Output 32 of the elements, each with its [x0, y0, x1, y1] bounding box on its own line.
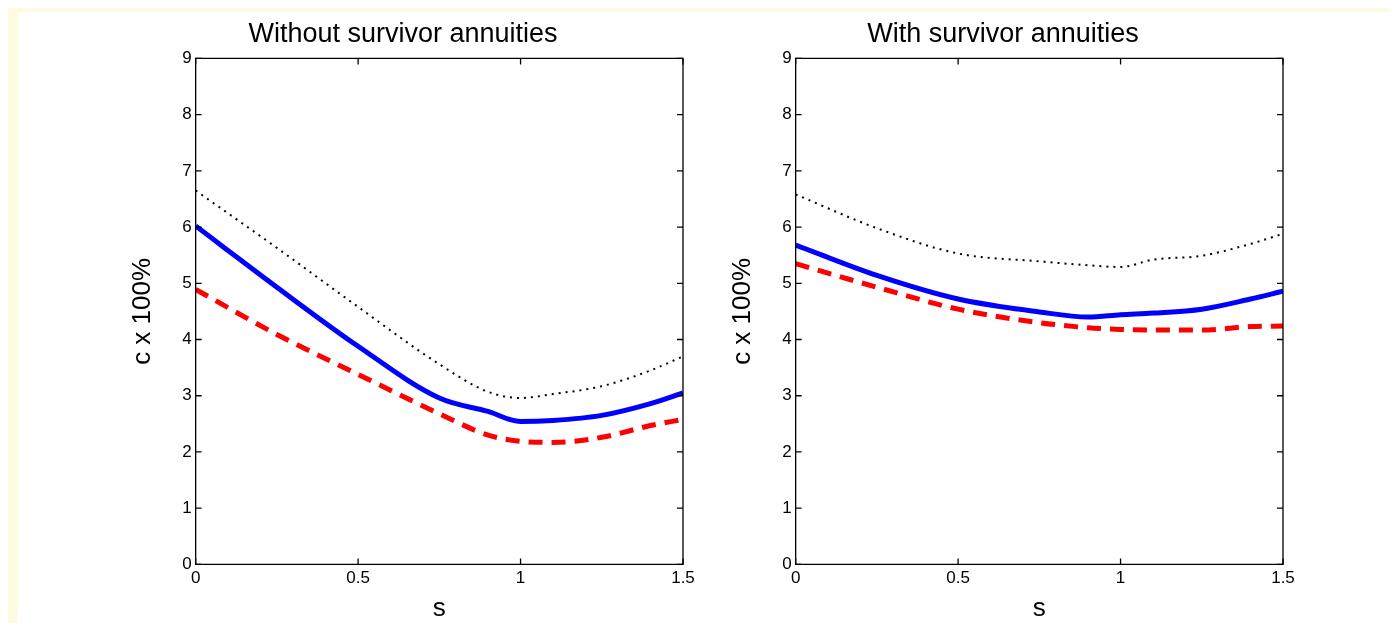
x-tick-label: 0.5 — [946, 568, 970, 588]
chart-title: Without survivor annuities — [248, 17, 558, 48]
y-tick-label: 6 — [182, 216, 192, 236]
x-tick-label: 1.5 — [671, 568, 695, 588]
y-tick-label: 8 — [182, 104, 192, 124]
y-tick-label: 3 — [182, 385, 192, 405]
y-tick-label: 4 — [782, 329, 792, 349]
x-axis-title: s — [1032, 591, 1046, 622]
y-tick-label: 8 — [782, 104, 792, 124]
y-tick-label: 6 — [782, 216, 792, 236]
y-tick-label: 0 — [782, 554, 792, 574]
y-tick-label: 7 — [782, 160, 792, 180]
x-tick-label: 1 — [1115, 568, 1126, 588]
y-tick-label: 9 — [182, 48, 192, 68]
y-tick-label: 7 — [182, 160, 192, 180]
y-axis-title: c x 100% — [125, 257, 156, 365]
y-tick-label: 4 — [182, 329, 192, 349]
y-tick-label: 3 — [782, 385, 792, 405]
y-tick-label: 2 — [782, 441, 792, 461]
y-tick-label: 0 — [182, 554, 192, 574]
y-tick-label: 2 — [182, 441, 192, 461]
y-axis-title: c x 100% — [725, 257, 756, 365]
y-tick-label: 1 — [782, 497, 792, 517]
x-tick-label: 1.5 — [1271, 568, 1295, 588]
y-tick-label: 1 — [182, 497, 192, 517]
y-tick-label: 9 — [782, 48, 792, 68]
x-tick-label: 1 — [515, 568, 526, 588]
y-tick-label: 5 — [182, 272, 192, 292]
x-tick-label: 0.5 — [346, 568, 370, 588]
x-axis-title: s — [432, 591, 446, 622]
y-tick-label: 5 — [782, 272, 792, 292]
chart-title: With survivor annuities — [867, 17, 1139, 48]
